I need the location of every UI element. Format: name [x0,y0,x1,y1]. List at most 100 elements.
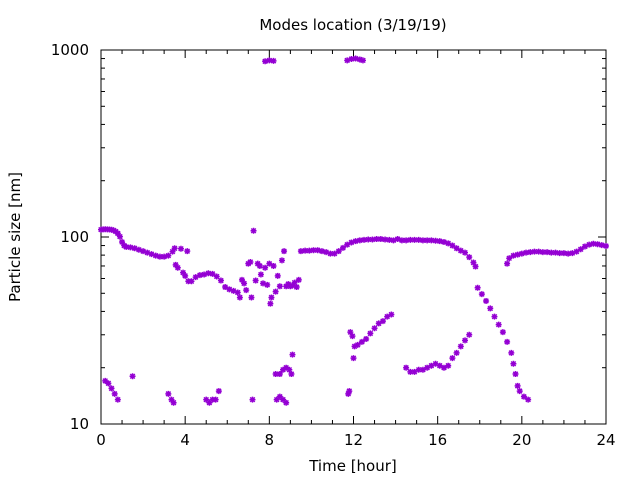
x-tick-label: 12 [344,431,363,449]
data-point [436,238,443,245]
x-axis-tick-labels: 0 4 8 12 16 20 24 [96,431,615,449]
data-point [388,311,395,318]
data-point [350,355,357,362]
data-point [268,294,275,301]
data-point [499,329,506,336]
data-point [478,291,485,298]
data-point [445,240,452,247]
data-point [215,388,222,395]
data-point [306,247,313,254]
data-point [403,364,410,371]
data-point [365,236,372,243]
data-point [286,366,293,373]
data-point [344,57,351,64]
x-tick-label: 8 [265,431,275,449]
data-point [281,248,288,255]
data-point [352,55,359,62]
data-point [270,262,277,269]
data-point [289,282,296,289]
data-point [283,364,290,371]
data-point [171,245,178,252]
data-point [428,237,435,244]
data-point [565,250,572,257]
data-point [363,335,370,342]
data-point [523,249,530,256]
data-point [272,371,279,378]
data-point [586,241,593,248]
data-point [114,396,121,403]
data-point [217,277,224,284]
data-point [603,243,609,250]
data-point [351,343,358,350]
data-point [250,227,257,234]
data-point [457,247,464,254]
data-point [466,254,473,261]
data-point [203,396,210,403]
data-point [359,57,366,64]
chart-title: Modes location (3/19/19) [259,16,446,34]
data-point [192,274,199,281]
x-tick-label: 24 [596,431,615,449]
data-point [270,57,277,64]
data-points [98,55,609,406]
data-point [291,279,298,286]
data-point [289,351,296,358]
data-point [369,236,376,243]
data-point [348,56,355,63]
data-point [201,271,208,278]
data-point [525,396,532,403]
data-point [148,251,155,258]
data-point [354,341,361,348]
data-point [302,247,309,254]
y-axis-label: Particle size [nm] [6,172,24,302]
data-point [272,288,279,295]
data-point [407,236,414,243]
data-point [371,325,378,332]
data-point [111,390,118,397]
data-point [314,247,321,254]
data-point [184,248,191,255]
data-point [105,380,112,387]
data-point [577,246,584,253]
data-point [206,399,213,406]
plot-frame [100,49,607,425]
data-point [169,248,176,255]
data-point [419,237,426,244]
data-point [267,300,274,307]
x-tick-label: 0 [96,431,106,449]
data-point [379,318,386,325]
data-point [273,396,280,403]
data-point [209,396,216,403]
data-point [234,289,241,296]
data-point [462,337,469,344]
data-point [283,399,290,406]
data-point [172,261,179,268]
data-point [539,249,546,256]
data-point [293,284,300,291]
data-point [280,396,287,403]
data-point [361,236,368,243]
data-point [276,371,283,378]
data-point [516,388,523,395]
data-point [367,330,374,337]
data-point [436,362,443,369]
data-point [274,272,281,279]
data-point [432,360,439,367]
x-axis-ticks [100,50,607,424]
data-point [323,249,330,256]
data-point [209,270,216,277]
data-point [411,236,418,243]
x-tick-label: 20 [512,431,531,449]
y-tick-label: 100 [60,228,89,246]
data-point [569,250,576,257]
data-point [449,355,456,362]
data-point [257,271,264,278]
data-point [466,331,473,338]
y-tick-label: 10 [70,415,89,433]
data-point [248,294,255,301]
x-tick-label: 16 [428,431,447,449]
data-point [222,284,229,291]
data-point [310,247,317,254]
data-point [102,377,109,384]
data-point [212,396,219,403]
